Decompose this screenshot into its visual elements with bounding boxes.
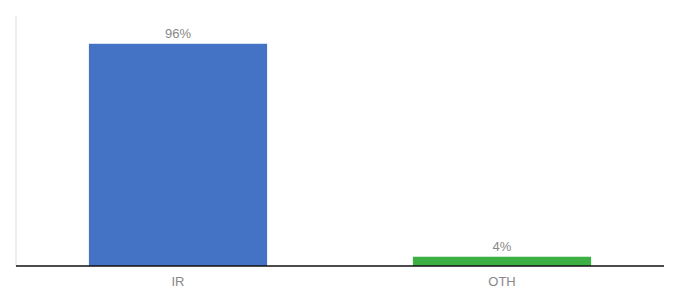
value-axis-line: [16, 16, 17, 266]
bar: [89, 44, 267, 266]
chart-svg: 96% 4% IR OTH: [0, 0, 680, 300]
plot-area: 96% 4% IR OTH: [16, 16, 664, 289]
x-tick-label: IR: [172, 274, 185, 289]
bars: [89, 44, 591, 266]
x-axis-line: [16, 265, 664, 267]
chart-container: 96% 4% IR OTH: [0, 0, 680, 300]
data-label: 4%: [493, 239, 512, 254]
bar: [413, 257, 591, 266]
x-tick-label: OTH: [488, 274, 515, 289]
data-label: 96%: [165, 26, 191, 41]
